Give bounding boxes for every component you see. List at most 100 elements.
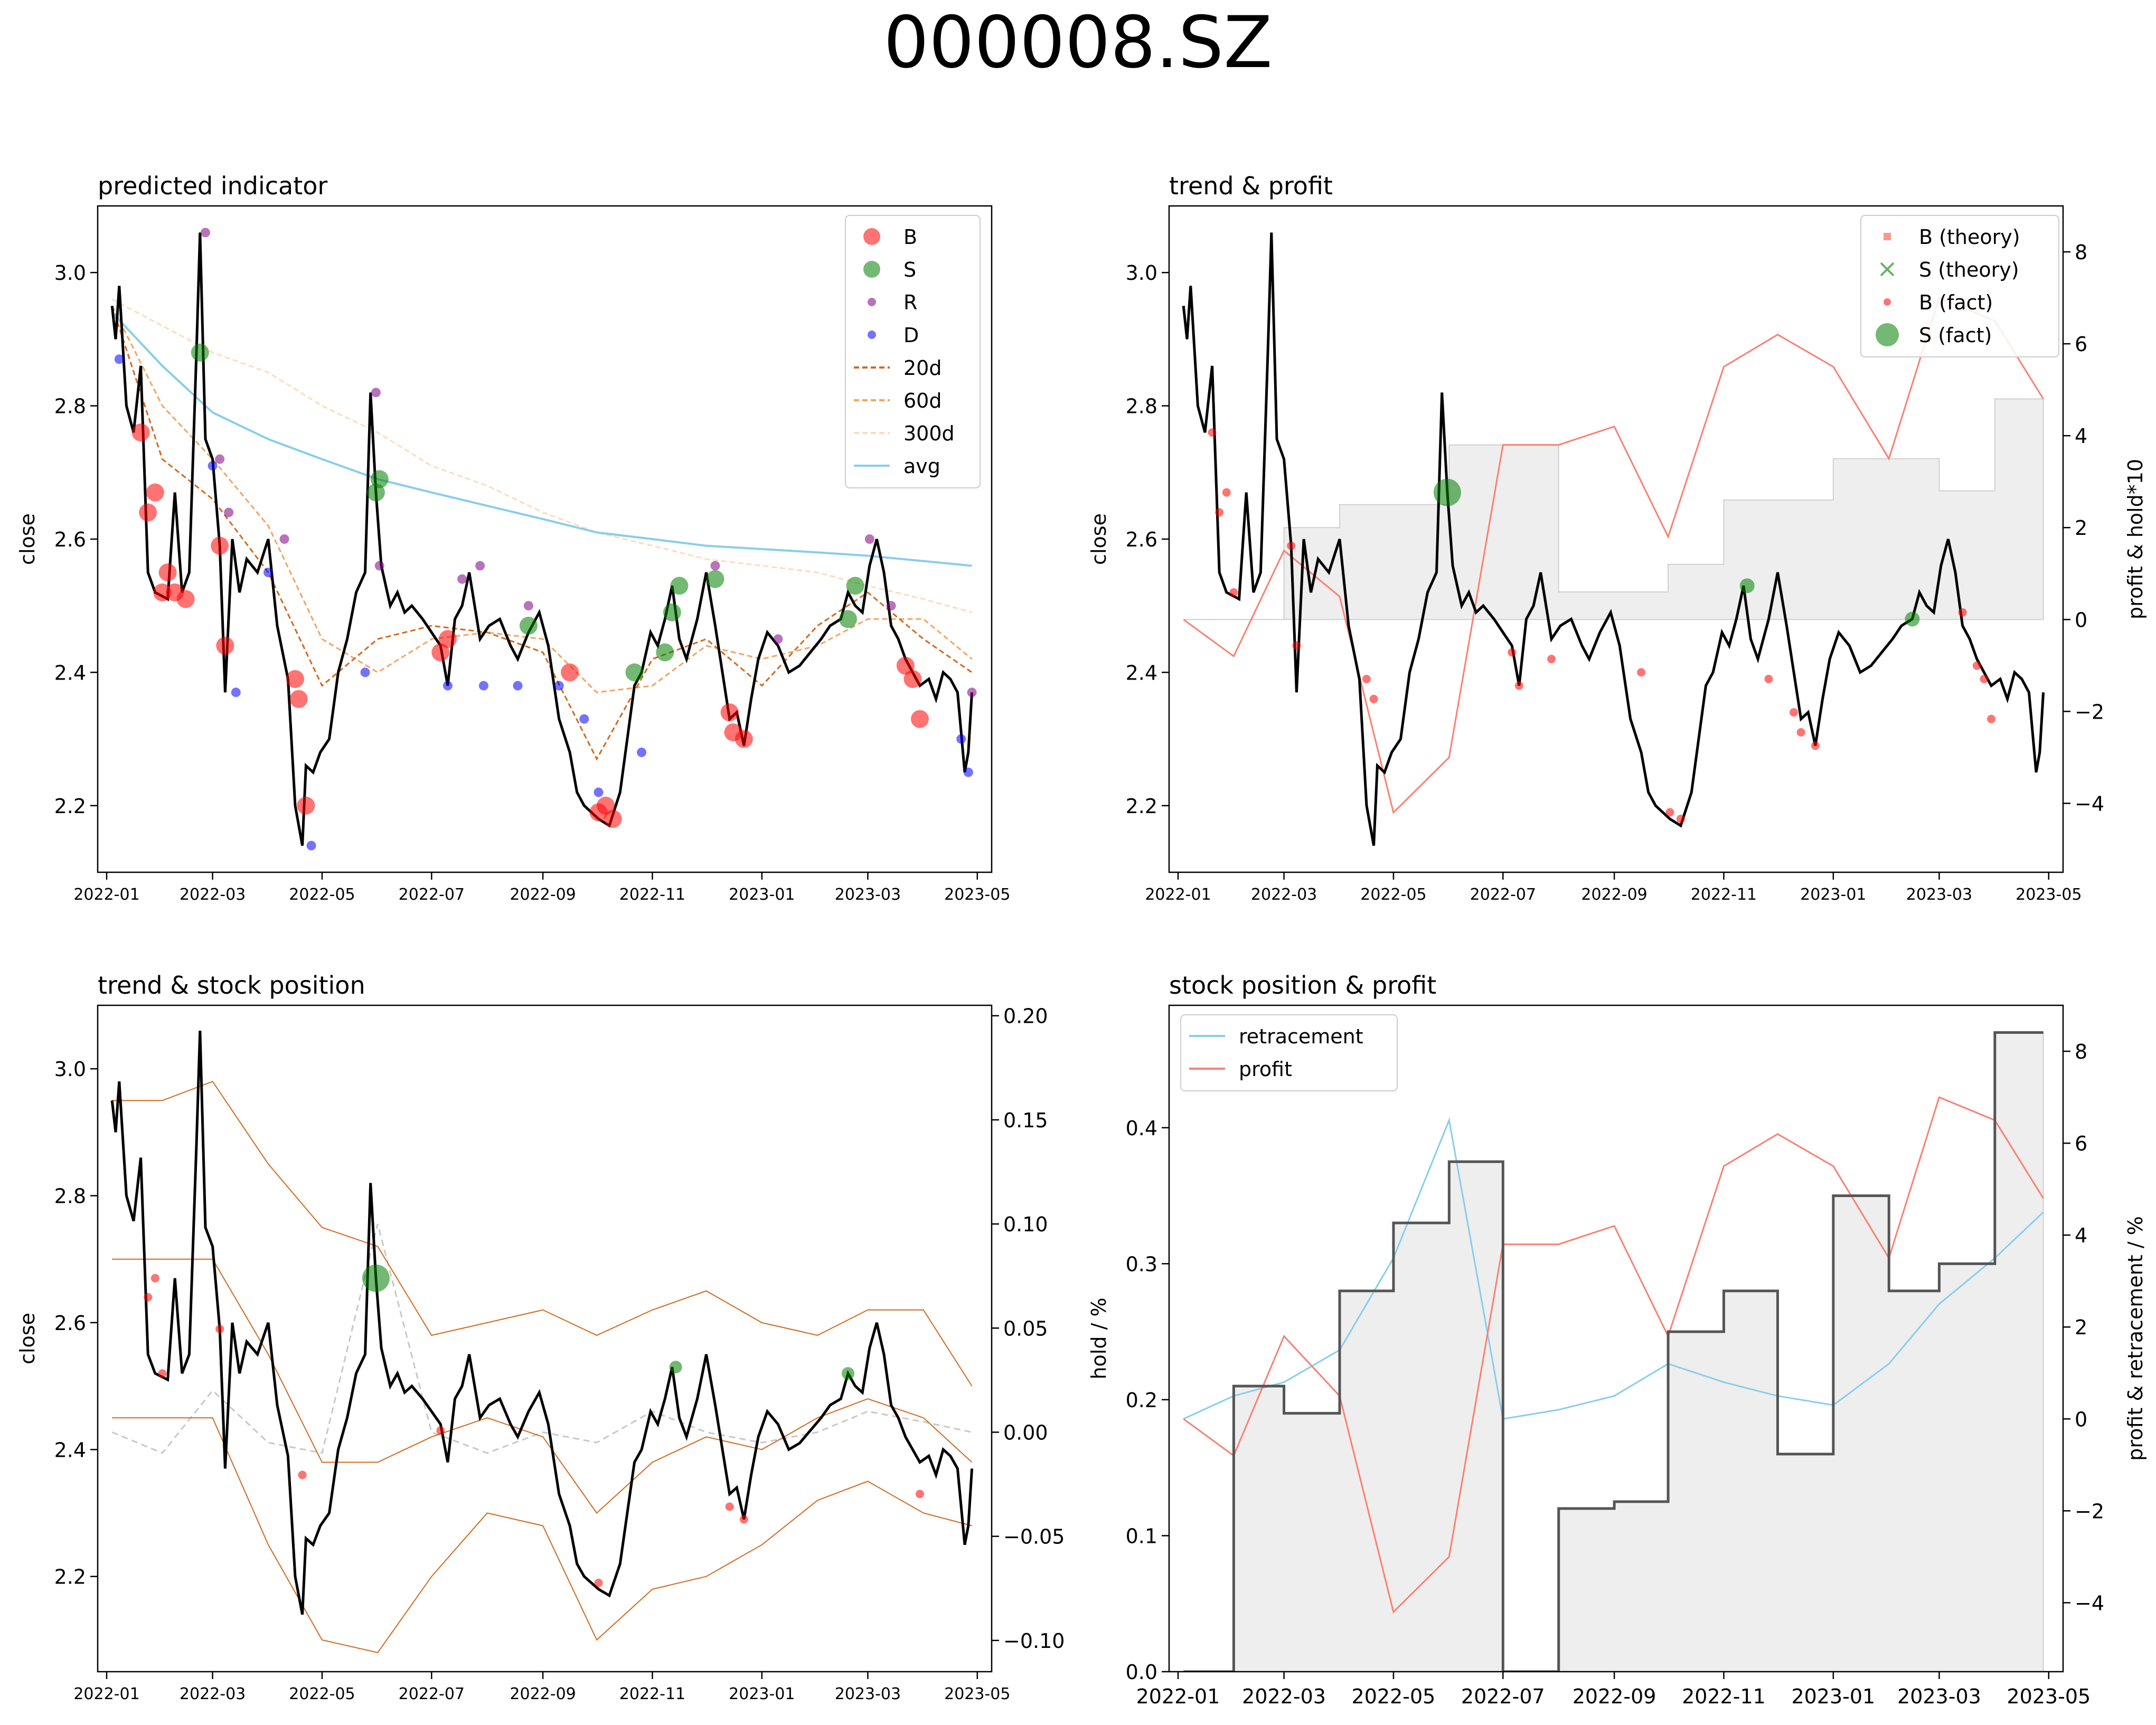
sell-fact-point [669, 1361, 682, 1374]
buy-fact-point [594, 1578, 603, 1587]
y-tick-label-right: 8 [2075, 241, 2087, 264]
y-tick-label: 0.4 [1126, 1117, 1157, 1140]
y-tick-label: 0.0 [1126, 1661, 1157, 1684]
drop-point [114, 354, 124, 364]
buy-fact-point [1958, 608, 1967, 617]
profit-line [1183, 1096, 2044, 1614]
position-line [111, 1223, 972, 1454]
rise-point [523, 601, 533, 611]
y-tick-label-right: 6 [2075, 333, 2087, 356]
y-tick-label-right: −0.05 [1003, 1525, 1065, 1549]
mid-band-line [112, 1258, 973, 1514]
buy-fact-point [1292, 641, 1301, 650]
hold-line [1183, 1031, 2044, 1672]
drop-point [231, 687, 241, 697]
ma20-line [111, 305, 973, 761]
buy-fact-point [1208, 428, 1217, 437]
buy-point [720, 703, 739, 722]
x-tick-label: 2022-09 [1573, 1685, 1656, 1708]
upper-band-line [112, 1080, 973, 1387]
legend-label: 20d [903, 356, 942, 380]
x-tick-label: 2022-09 [510, 885, 576, 904]
legend-label: R [903, 291, 917, 314]
y-axis-label: hold / % [1087, 1297, 1110, 1379]
legend-label: retracement [1239, 1025, 1363, 1048]
y-tick-label: 2.6 [1126, 528, 1157, 551]
buy-point [896, 656, 915, 675]
drop-point [554, 681, 564, 691]
buy-point [735, 730, 753, 748]
y-tick-label: 2.2 [1126, 795, 1157, 818]
sell-point [519, 617, 538, 635]
buy-point [597, 796, 615, 815]
legend-label: S [903, 258, 916, 281]
buy-fact-point [1637, 668, 1646, 677]
buy-point [211, 536, 229, 555]
x-tick-label: 2022-03 [1242, 1685, 1326, 1708]
legend-box [1860, 215, 2059, 357]
legend-marker [1876, 323, 1899, 346]
y-axis-label-right: profit & hold*10 [2124, 459, 2147, 619]
y-tick-label-right: 4 [2075, 425, 2087, 448]
buy-point [438, 630, 457, 648]
drop-point [306, 841, 316, 851]
rise-point [475, 561, 485, 571]
drop-point [478, 681, 488, 691]
y-tick-label: 2.8 [1126, 395, 1157, 418]
buy-point [604, 810, 622, 828]
drop-point [208, 461, 218, 471]
y-tick-label-right: 0.05 [1003, 1317, 1048, 1340]
buy-point [176, 590, 195, 608]
y-tick-label-right: −2 [2075, 700, 2104, 723]
buy-point [911, 710, 929, 728]
legend-label: S (theory) [1919, 258, 2019, 281]
legend-label: 300d [903, 422, 955, 445]
drop-point [637, 747, 647, 757]
x-tick-label: 2022-11 [1691, 885, 1757, 904]
x-tick-label: 2022-11 [1682, 1685, 1766, 1708]
y-tick-label: 2.2 [54, 795, 86, 818]
x-tick-label: 2023-03 [835, 885, 901, 904]
plot-area [1182, 232, 2045, 846]
x-tick-label: 2022-01 [1145, 885, 1211, 904]
sell-point [670, 577, 689, 595]
x-tick-label: 2022-11 [619, 1685, 685, 1703]
y-tick-label-right: 0.20 [1003, 1005, 1048, 1028]
legend-label: S (fact) [1919, 324, 1992, 347]
buy-fact-point [1547, 655, 1556, 664]
legend-marker [863, 261, 880, 278]
plot-area [1183, 1031, 2044, 1672]
drop-point [443, 681, 453, 691]
y-tick-label: 2.4 [1126, 661, 1157, 684]
x-tick-label: 2023-01 [1791, 1685, 1875, 1708]
rise-point [773, 634, 783, 644]
x-tick-label: 2022-01 [1136, 1685, 1220, 1708]
x-tick-label: 2022-11 [619, 885, 685, 904]
legend-marker [1884, 298, 1891, 306]
buy-fact-point [215, 1324, 224, 1333]
x-tick-label: 2023-05 [944, 885, 1010, 904]
x-tick-label: 2022-05 [1360, 885, 1426, 904]
panel-frame [1168, 1004, 2064, 1673]
x-tick-label: 2022-05 [289, 885, 355, 904]
legend-label: B [903, 225, 917, 249]
y-tick-label-right: 0.10 [1003, 1213, 1048, 1236]
figure-title: 000008.SZ [883, 1, 1273, 84]
sell-point [625, 663, 644, 682]
x-tick-label: 2023-03 [1906, 885, 1972, 904]
x-tick-label: 2022-03 [1251, 885, 1317, 904]
y-tick-label: 0.3 [1126, 1252, 1157, 1276]
buy-fact-point [1811, 741, 1820, 750]
buy-fact-point [739, 1515, 748, 1524]
buy-point [903, 670, 922, 689]
rise-point [886, 601, 896, 611]
buy-point [286, 670, 304, 689]
lower-band-line [112, 1417, 972, 1654]
buy-fact-point [1362, 675, 1371, 684]
buy-point [297, 796, 315, 815]
legend-label: avg [903, 455, 940, 478]
panel-frame [97, 1004, 993, 1673]
buy-fact-point [150, 1274, 159, 1283]
y-tick-label: 2.8 [54, 1185, 86, 1208]
